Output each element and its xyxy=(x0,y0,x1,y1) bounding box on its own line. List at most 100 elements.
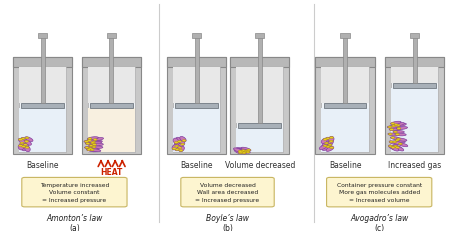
Ellipse shape xyxy=(241,150,245,152)
Ellipse shape xyxy=(18,145,24,150)
Ellipse shape xyxy=(90,149,101,152)
Ellipse shape xyxy=(87,137,99,140)
Bar xyxy=(391,67,438,83)
Ellipse shape xyxy=(25,137,33,142)
Ellipse shape xyxy=(326,138,329,140)
Ellipse shape xyxy=(391,123,395,125)
Ellipse shape xyxy=(181,144,184,146)
Ellipse shape xyxy=(90,149,94,151)
Bar xyxy=(13,58,72,67)
Text: More gas molecules added: More gas molecules added xyxy=(338,189,420,195)
Ellipse shape xyxy=(84,140,95,143)
Ellipse shape xyxy=(242,152,246,154)
Ellipse shape xyxy=(20,142,24,144)
Ellipse shape xyxy=(25,137,29,139)
Ellipse shape xyxy=(92,143,103,146)
Ellipse shape xyxy=(88,148,99,151)
Bar xyxy=(38,33,47,39)
Ellipse shape xyxy=(390,129,393,131)
Text: Volume decreased: Volume decreased xyxy=(225,161,295,170)
Ellipse shape xyxy=(239,149,249,152)
Ellipse shape xyxy=(174,142,178,144)
Ellipse shape xyxy=(388,127,392,128)
Ellipse shape xyxy=(240,151,244,153)
Ellipse shape xyxy=(89,145,100,147)
Ellipse shape xyxy=(84,141,88,143)
Bar xyxy=(88,108,135,153)
Bar xyxy=(410,33,419,39)
Ellipse shape xyxy=(85,143,97,145)
Ellipse shape xyxy=(179,146,184,152)
Ellipse shape xyxy=(326,147,334,152)
Bar xyxy=(340,33,350,39)
Ellipse shape xyxy=(237,150,246,154)
Ellipse shape xyxy=(25,140,31,146)
Ellipse shape xyxy=(179,150,183,152)
Bar xyxy=(175,103,218,108)
Text: Baseline: Baseline xyxy=(181,161,213,170)
Ellipse shape xyxy=(176,138,182,143)
Ellipse shape xyxy=(88,148,92,150)
Ellipse shape xyxy=(180,137,186,142)
Bar xyxy=(88,67,135,153)
Ellipse shape xyxy=(172,148,176,150)
Ellipse shape xyxy=(326,146,330,148)
Bar xyxy=(236,67,283,124)
Ellipse shape xyxy=(329,141,333,143)
Ellipse shape xyxy=(325,144,332,149)
Bar xyxy=(109,36,113,103)
Bar xyxy=(107,33,116,39)
Ellipse shape xyxy=(330,147,334,149)
Ellipse shape xyxy=(319,145,327,150)
Bar xyxy=(173,67,220,103)
Text: Container pressure constant: Container pressure constant xyxy=(337,182,422,187)
Ellipse shape xyxy=(175,149,179,151)
Bar xyxy=(230,58,289,67)
Bar xyxy=(21,103,64,108)
Ellipse shape xyxy=(178,147,182,149)
Ellipse shape xyxy=(323,139,327,141)
Bar xyxy=(192,33,201,39)
Ellipse shape xyxy=(21,138,28,143)
Text: (b): (b) xyxy=(222,223,233,231)
Ellipse shape xyxy=(21,146,27,151)
Text: HEAT: HEAT xyxy=(100,167,123,176)
Ellipse shape xyxy=(321,139,327,144)
FancyBboxPatch shape xyxy=(327,178,432,207)
Bar xyxy=(19,67,66,103)
Bar xyxy=(238,124,281,129)
Bar xyxy=(391,89,438,153)
Bar xyxy=(255,33,264,39)
Text: Volume decreased: Volume decreased xyxy=(200,182,255,187)
Text: Increased gas: Increased gas xyxy=(388,161,441,170)
Ellipse shape xyxy=(172,145,178,150)
Ellipse shape xyxy=(389,145,396,150)
Ellipse shape xyxy=(21,138,25,140)
Ellipse shape xyxy=(392,141,397,143)
Ellipse shape xyxy=(389,141,399,145)
Ellipse shape xyxy=(397,139,401,140)
Ellipse shape xyxy=(87,149,97,152)
Ellipse shape xyxy=(173,139,179,144)
Ellipse shape xyxy=(91,146,103,149)
Bar xyxy=(90,103,133,108)
Ellipse shape xyxy=(395,140,399,142)
Bar xyxy=(195,36,199,103)
Bar xyxy=(316,58,374,155)
Bar xyxy=(82,58,141,155)
Ellipse shape xyxy=(175,146,181,151)
Text: Baseline: Baseline xyxy=(27,161,59,170)
Ellipse shape xyxy=(92,146,96,148)
Bar xyxy=(391,67,438,153)
Ellipse shape xyxy=(236,148,246,152)
Ellipse shape xyxy=(395,140,405,143)
Ellipse shape xyxy=(25,141,28,143)
Ellipse shape xyxy=(179,140,185,146)
Ellipse shape xyxy=(390,141,393,143)
Ellipse shape xyxy=(391,122,401,125)
Ellipse shape xyxy=(398,143,408,147)
Ellipse shape xyxy=(241,148,251,151)
Ellipse shape xyxy=(393,146,402,150)
Bar xyxy=(321,108,369,153)
Bar xyxy=(393,83,436,89)
